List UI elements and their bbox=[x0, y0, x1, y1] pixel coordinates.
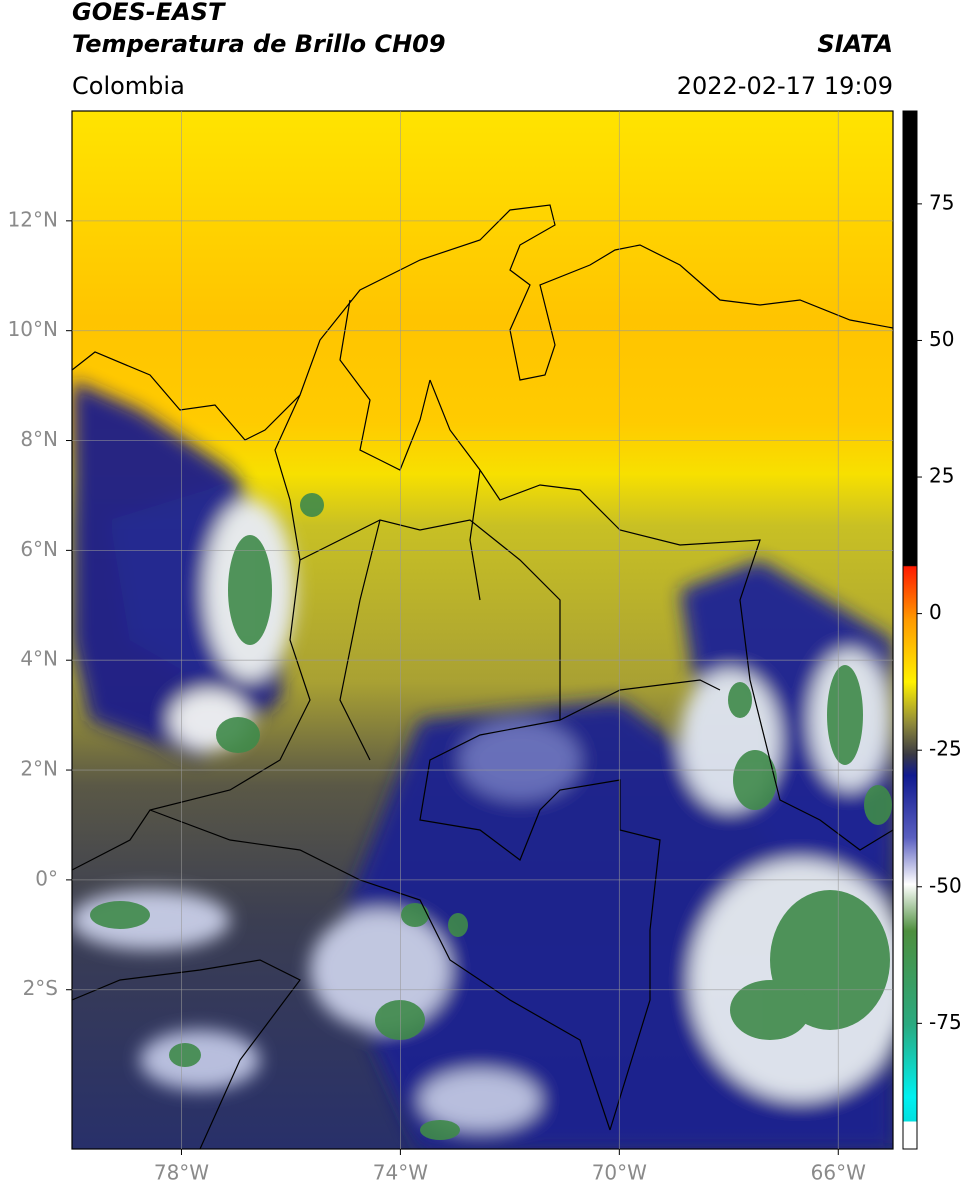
lon-tick-label: 70°W bbox=[592, 1161, 647, 1185]
colorbar-tick-label: -25 bbox=[929, 737, 962, 761]
lat-tick-label: 6°N bbox=[20, 537, 58, 561]
lon-tick-label: 66°W bbox=[811, 1161, 866, 1185]
colorbar bbox=[902, 110, 918, 1150]
colorbar-tick-label: 0 bbox=[929, 600, 942, 624]
satellite-image bbox=[72, 111, 893, 1149]
colorbar-tick-label: 75 bbox=[929, 190, 954, 214]
colorbar-tick-label: 50 bbox=[929, 327, 954, 351]
source: GOES-EAST bbox=[72, 0, 226, 26]
lat-tick-label: 2°S bbox=[23, 976, 58, 1000]
colorbar-tick-label: 25 bbox=[929, 464, 954, 488]
lon-tick-label: 74°W bbox=[373, 1161, 428, 1185]
title: Temperatura de Brillo CH09 bbox=[72, 30, 446, 58]
lon-tick-label: 78°W bbox=[154, 1161, 209, 1185]
lat-tick-label: 8°N bbox=[20, 427, 58, 451]
map-frame bbox=[71, 110, 894, 1150]
org: SIATA bbox=[817, 30, 893, 58]
colorbar-tick-label: -75 bbox=[929, 1010, 962, 1034]
lat-tick-label: 4°N bbox=[20, 647, 58, 671]
datetime: 2022-02-17 19:09 bbox=[677, 72, 893, 100]
lat-tick-label: 0° bbox=[35, 866, 58, 890]
lat-tick-label: 2°N bbox=[20, 757, 58, 781]
lat-tick-label: 10°N bbox=[8, 317, 58, 341]
lat-tick-label: 12°N bbox=[8, 207, 58, 231]
colorbar-tick-label: -50 bbox=[929, 873, 962, 897]
region: Colombia bbox=[72, 72, 185, 100]
